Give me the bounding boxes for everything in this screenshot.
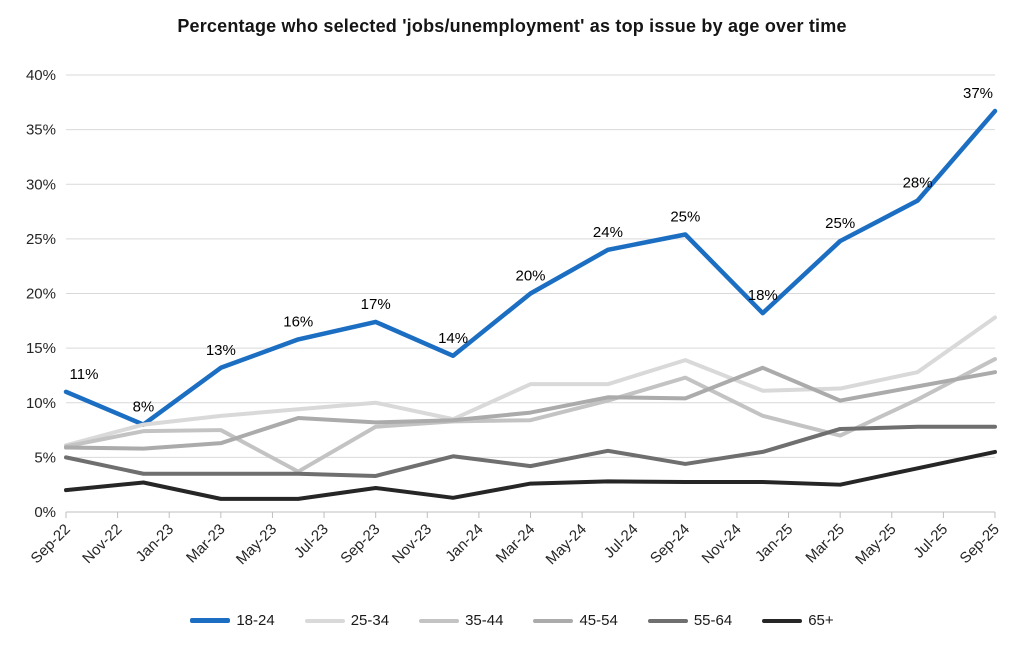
series-line-65+ — [64, 449, 997, 501]
legend-item-18-24: 18-24 — [190, 612, 275, 629]
data-label: 25% — [825, 215, 855, 232]
y-tick-label: 30% — [26, 176, 56, 193]
x-tick-label: Sep-23 — [337, 521, 383, 567]
y-tick-label: 25% — [26, 231, 56, 248]
legend-label: 45-54 — [579, 612, 618, 629]
legend-label: 55-64 — [693, 612, 733, 629]
y-tick-label: 40% — [26, 67, 56, 84]
chart-title: Percentage who selected 'jobs/unemployme… — [177, 16, 847, 36]
data-label: 14% — [438, 330, 468, 347]
data-label: 25% — [670, 209, 700, 226]
y-tick-label: 35% — [26, 122, 56, 139]
x-tick-label: Sep-24 — [647, 521, 693, 567]
x-tick-label: Sep-22 — [28, 521, 74, 567]
series-line-45-54 — [64, 365, 997, 451]
legend-swatch-55-64 — [647, 618, 688, 623]
series-line-25-34 — [64, 315, 997, 448]
legend-label: 25-34 — [350, 612, 390, 629]
y-tick-label: 15% — [26, 340, 56, 357]
x-tick-label: Nov-22 — [79, 521, 125, 567]
data-label: 18% — [748, 287, 778, 304]
x-tick-label: Sep-25 — [957, 521, 1003, 567]
y-tick-label: 10% — [26, 395, 56, 412]
legend-swatch-25-34 — [304, 618, 345, 623]
x-tick-label: Mar-25 — [802, 521, 848, 567]
legend-item-35-44: 35-44 — [419, 612, 503, 629]
y-tick-label: 20% — [26, 286, 56, 303]
legend-swatch-18-24 — [190, 618, 231, 623]
legend-label: 35-44 — [465, 612, 504, 629]
x-tick-label: Mar-23 — [183, 521, 229, 567]
legend-label: 65+ — [808, 612, 834, 629]
data-label: 11% — [70, 366, 99, 383]
x-axis: Sep-22 Nov-22 Jan-23 Mar-23 May-23 Jul-23 Sep-… — [28, 511, 1003, 568]
y-tick-label: 5% — [34, 449, 56, 466]
x-tick-label: May-23 — [233, 521, 280, 568]
series-line-55-64 — [64, 424, 997, 478]
x-tick-label: May-24 — [543, 521, 590, 568]
y-tick-label: 0% — [34, 504, 56, 521]
legend: 18-24 25-34 35-44 45-54 55-64 65+ — [0, 612, 1024, 629]
legend-swatch-45-54 — [533, 618, 574, 623]
x-tick-label: Jan-25 — [752, 521, 796, 565]
data-label: 20% — [515, 268, 545, 285]
legend-swatch-35-44 — [419, 618, 460, 623]
data-label: 8% — [133, 399, 155, 416]
x-tick-label: Jul-24 — [601, 521, 642, 562]
legend-item-65+: 65+ — [762, 612, 834, 629]
legend-label: 18-24 — [236, 612, 275, 629]
data-label: 24% — [593, 224, 623, 241]
data-label: 17% — [361, 296, 391, 313]
data-label: 37% — [963, 85, 993, 102]
x-tick-label: Jul-23 — [291, 521, 332, 562]
series-line-18-24 — [63, 108, 998, 427]
data-labels: 11% 8% 13% 16% 17% 14% 20% 24% 25% 18% 25% 28% 37% — [70, 85, 993, 416]
series-line-35-44 — [64, 357, 997, 474]
gridlines — [66, 74, 995, 458]
x-tick-label: Jan-24 — [442, 521, 486, 565]
x-tick-label: May-25 — [852, 521, 899, 568]
x-tick-label: Jul-25 — [910, 521, 951, 562]
legend-item-45-54: 45-54 — [533, 612, 618, 629]
data-label: 16% — [283, 313, 313, 330]
data-label: 13% — [206, 342, 236, 359]
legend-item-55-64: 55-64 — [647, 612, 733, 629]
x-tick-label: Mar-24 — [493, 521, 539, 567]
data-label: 28% — [903, 175, 933, 192]
y-axis-labels: 0% 5% 10% 15% 20% 25% 30% 35% 40% — [26, 67, 56, 521]
x-tick-label: Jan-23 — [133, 521, 177, 565]
x-tick-label: Nov-24 — [699, 521, 745, 567]
x-tick-label: Nov-23 — [389, 521, 435, 567]
legend-swatch-65+ — [762, 618, 803, 623]
legend-item-25-34: 25-34 — [304, 612, 390, 629]
